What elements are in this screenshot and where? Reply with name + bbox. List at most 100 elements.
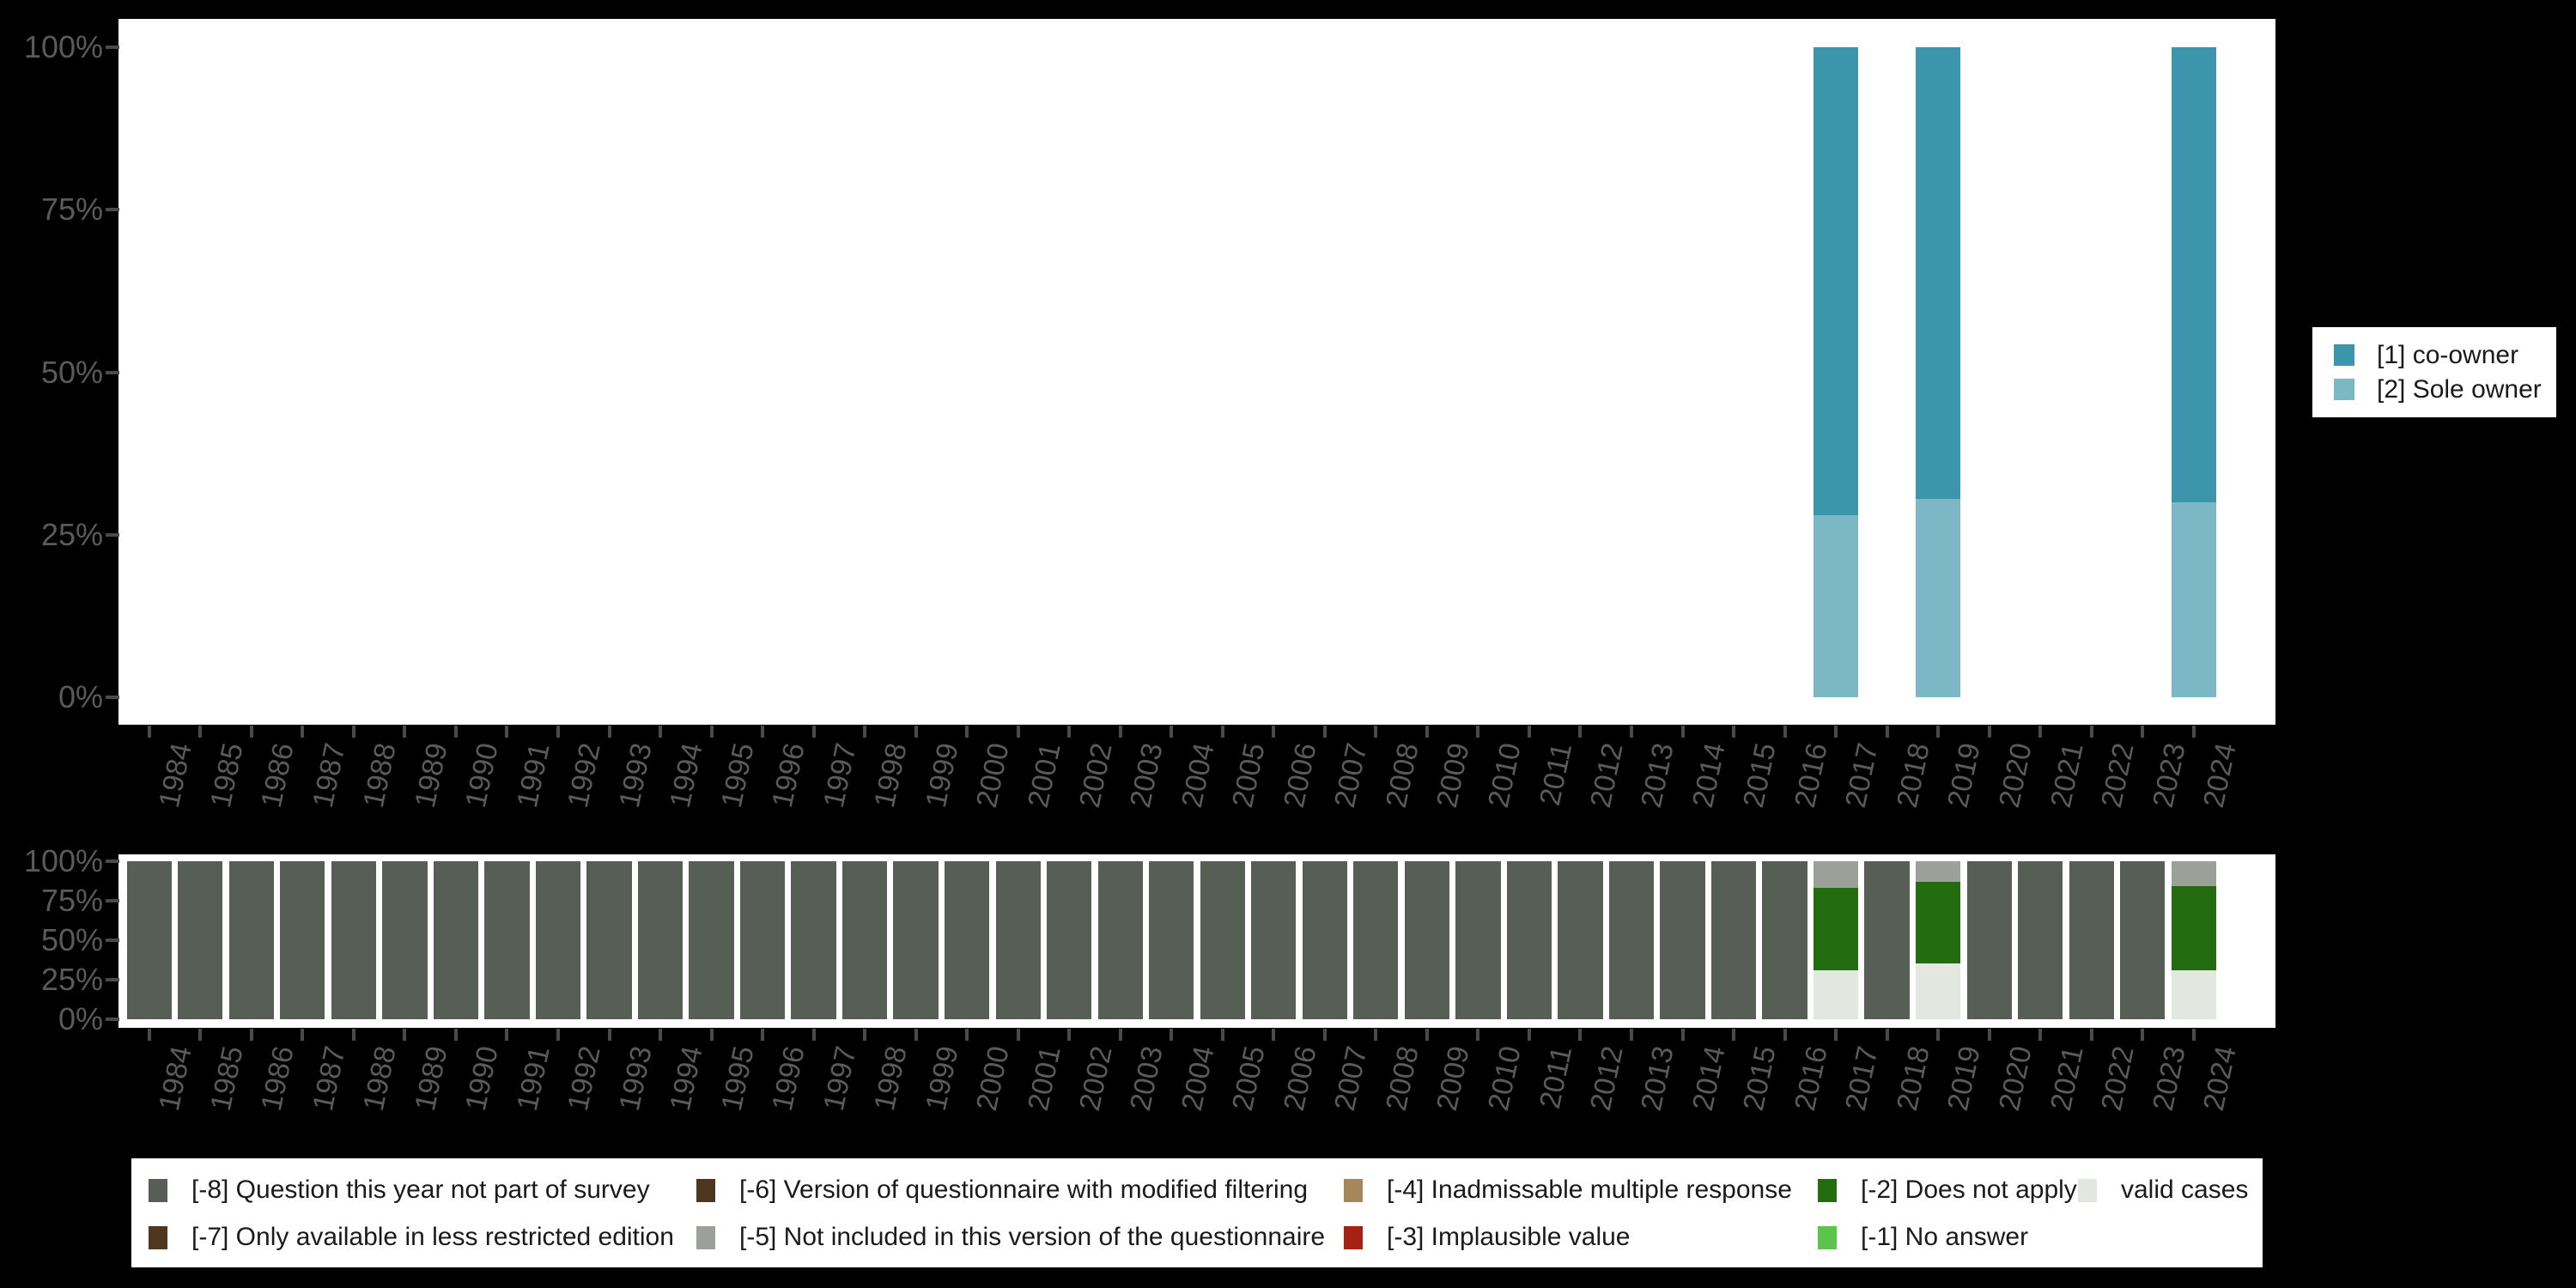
x-tick-label: 2024: [2197, 1043, 2243, 1114]
stacked-bar-2001: [995, 861, 1041, 1019]
x-tick: [1170, 726, 1174, 738]
x-tick-label: 2005: [1226, 740, 1272, 811]
legend-item: [-5] Not included in this version of the…: [696, 1223, 1325, 1252]
x-tick-label: 1994: [664, 1043, 710, 1114]
x-tick-label: 2023: [2146, 740, 2192, 811]
x-tick: [198, 726, 203, 738]
x-tick-label: 2015: [1737, 1043, 1783, 1114]
legend-item: [-3] Implausible value: [1344, 1223, 1630, 1252]
x-tick: [147, 726, 151, 738]
x-tick: [1067, 1029, 1072, 1041]
legend-swatch: [2078, 1178, 2097, 1202]
x-tick-label: 1992: [562, 740, 608, 811]
legend-swatch: [1344, 1225, 1363, 1249]
legend-item: [-6] Version of questionnaire with modif…: [696, 1176, 1308, 1205]
bar-segment: [1813, 515, 1859, 697]
x-tick-label: 2015: [1737, 740, 1783, 811]
x-tick: [198, 1029, 203, 1041]
right-legend: [1] co-owner [2] Sole owner: [2312, 327, 2556, 417]
x-tick: [659, 1029, 662, 1041]
bar-segment: [1966, 861, 2012, 1019]
bar-segment: [1404, 861, 1450, 1019]
x-tick: [403, 1029, 407, 1041]
bar-segment: [1915, 963, 1961, 1019]
x-tick: [761, 726, 764, 738]
x-tick-label: 2014: [1686, 740, 1732, 811]
stacked-bar-2013: [1608, 861, 1655, 1019]
stacked-bar-2002: [1047, 861, 1092, 1019]
legend-item: [-4] Inadmissable multiple response: [1344, 1176, 1792, 1205]
x-tick: [1578, 1029, 1583, 1041]
stacked-bar-2021: [2018, 861, 2063, 1019]
x-tick: [505, 726, 509, 738]
bar-segment: [1660, 861, 1705, 1019]
bar-segment: [433, 861, 479, 1019]
legend-label: [1] co-owner: [2377, 340, 2519, 369]
legend-label: [2] Sole owner: [2377, 374, 2542, 404]
x-tick-label: 1986: [255, 740, 301, 811]
bar-segment: [1710, 861, 1757, 1019]
x-tick: [1220, 1029, 1224, 1041]
x-tick: [1016, 1029, 1020, 1041]
y-tick: [106, 978, 119, 981]
legend-item: [-7] Only available in less restricted e…: [149, 1223, 674, 1252]
bar-segment: [1608, 861, 1655, 1019]
x-tick: [709, 1029, 714, 1041]
x-tick-label: 1996: [766, 740, 812, 811]
y-tick-label: 0%: [58, 1001, 103, 1036]
x-tick: [1630, 1029, 1633, 1041]
legend-swatch: [149, 1178, 167, 1202]
stacked-bar-1997: [791, 861, 836, 1019]
x-tick: [1732, 726, 1735, 738]
x-tick: [1067, 726, 1072, 738]
bar-segment: [1353, 861, 1399, 1019]
y-tick-label: 25%: [40, 962, 103, 997]
x-tick-label: 2001: [1021, 740, 1067, 811]
x-tick: [351, 726, 355, 738]
x-tick-label: 2007: [1328, 1043, 1374, 1114]
y-tick-label: 0%: [58, 679, 103, 714]
x-tick: [1476, 1029, 1480, 1041]
legend-label: [-5] Not included in this version of the…: [739, 1223, 1326, 1251]
stacked-bar-2019: [1915, 47, 1961, 697]
legend-item: [-1] No answer: [1818, 1223, 2028, 1252]
bar-segment: [586, 861, 632, 1019]
bar-segment: [1813, 861, 1859, 889]
y-tick: [106, 370, 119, 374]
plot-panel-values: [118, 19, 2275, 725]
bar-segment: [1097, 861, 1143, 1019]
bar-segment: [331, 861, 376, 1019]
x-tick-label: 1989: [408, 740, 454, 811]
legend-swatch: [1818, 1225, 1837, 1249]
x-tick-label: 2023: [2146, 1043, 2192, 1114]
x-tick-label: 1998: [868, 1043, 914, 1114]
x-tick: [453, 726, 458, 738]
x-tick: [2191, 726, 2196, 738]
x-tick-label: 2008: [1379, 1043, 1425, 1114]
x-tick: [863, 1029, 867, 1041]
x-tick-label: 1995: [714, 740, 761, 811]
bar-segment: [1813, 47, 1859, 516]
x-tick: [1680, 1029, 1685, 1041]
bar-segment: [178, 861, 223, 1019]
x-tick-label: 2002: [1072, 1043, 1119, 1114]
x-tick: [1987, 1029, 1991, 1041]
x-tick-label: 2020: [1992, 1043, 2038, 1114]
x-tick-label: 2003: [1123, 740, 1170, 811]
x-tick-label: 2003: [1123, 1043, 1170, 1114]
stacked-bar-2017: [1813, 861, 1859, 1019]
stacked-bar-1984: [126, 861, 172, 1019]
x-tick: [1578, 726, 1583, 738]
x-tick-label: 2009: [1431, 1043, 1477, 1114]
legend-label: [-6] Version of questionnaire with modif…: [739, 1176, 1309, 1204]
bar-segment: [1915, 861, 1961, 882]
x-tick-label: 1986: [255, 1043, 301, 1114]
y-tick-label: 50%: [40, 922, 103, 957]
bar-segment: [2069, 861, 2114, 1019]
x-tick: [1732, 1029, 1735, 1041]
bar-segment: [841, 861, 888, 1019]
x-tick: [1374, 726, 1378, 738]
x-tick-label: 1991: [510, 740, 556, 811]
y-tick: [106, 208, 119, 212]
